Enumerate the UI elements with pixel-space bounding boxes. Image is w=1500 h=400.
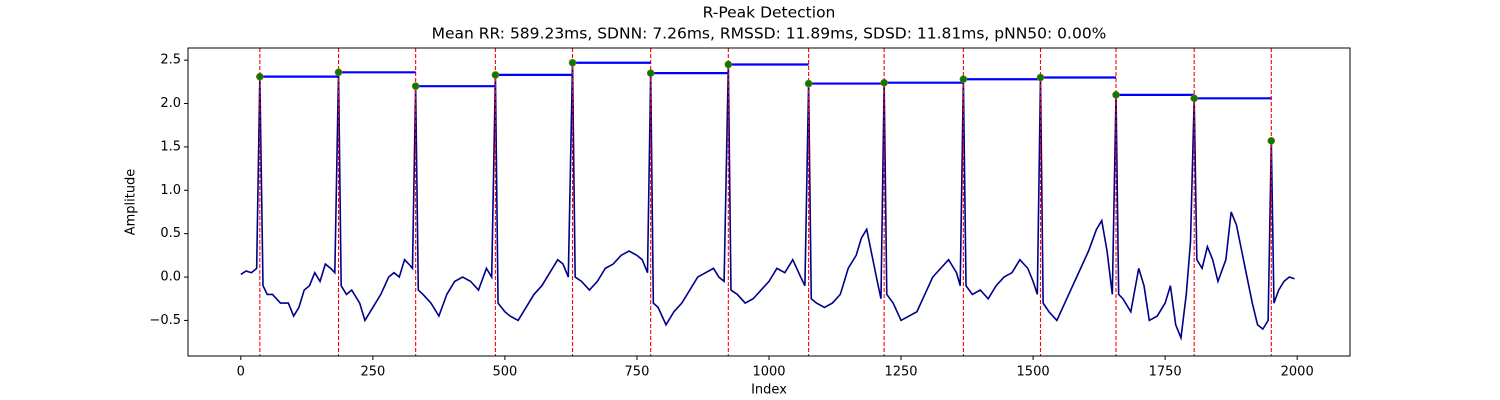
x-tick-label: 500 (492, 365, 517, 380)
x-tick-label: 2000 (1281, 365, 1314, 380)
y-tick-label: 0.0 (160, 270, 181, 285)
r-peak (1112, 91, 1120, 99)
r-peak (411, 82, 420, 90)
plot-frame (187, 47, 1351, 357)
y-tick-label: 1.0 (160, 183, 181, 198)
r-peak (1267, 137, 1276, 145)
r-peak (334, 68, 343, 77)
y-tick-label: 2.5 (160, 53, 181, 68)
x-tick-label: 1250 (884, 365, 917, 380)
x-tick-label: 1750 (1149, 365, 1182, 380)
r-peak (491, 71, 500, 79)
y-tick-label: −0.5 (149, 313, 181, 328)
r-peak (568, 58, 577, 67)
x-tick-label: 1000 (752, 365, 785, 380)
x-tick-label: 750 (625, 365, 650, 380)
r-peak (880, 78, 888, 87)
y-tick-label: 1.5 (160, 139, 181, 154)
r-peak (646, 69, 655, 77)
r-peak (1190, 94, 1198, 103)
x-axis-label: Index (751, 383, 787, 398)
r-peak (256, 72, 264, 81)
x-tick-label: 250 (360, 365, 385, 380)
r-peak (959, 75, 968, 84)
chart-subtitle: Mean RR: 589.23ms, SDNN: 7.26ms, RMSSD: … (432, 25, 1107, 43)
ecg-signal (240, 62, 1295, 341)
r-peak (724, 60, 733, 69)
y-tick-label: 2.0 (160, 96, 181, 111)
x-tick-label: 1500 (1017, 365, 1050, 380)
y-tick-label: 0.5 (160, 226, 181, 241)
chart-title: R-Peak Detection (703, 4, 836, 22)
r-peak (1036, 73, 1045, 82)
r-peak (804, 79, 813, 88)
y-axis-label: Amplitude (124, 169, 139, 236)
x-tick-label: 0 (237, 365, 245, 380)
